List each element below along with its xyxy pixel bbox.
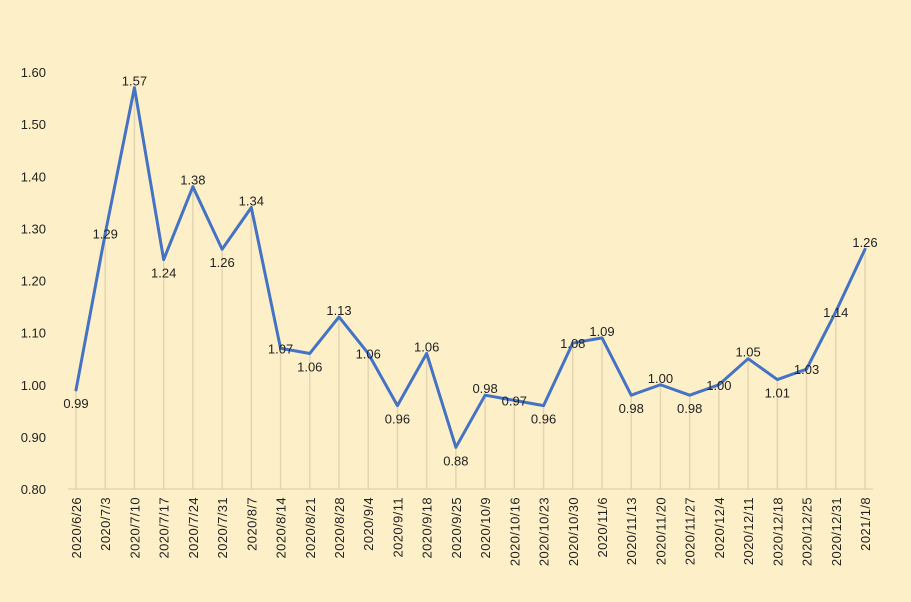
x-tick-label: 2020/10/30 [566, 497, 581, 566]
x-tick-label: 2020/10/23 [537, 497, 552, 566]
x-tick-label: 2020/11/20 [653, 497, 668, 565]
data-label: 1.38 [180, 173, 205, 188]
y-tick-label: 0.90 [21, 430, 46, 445]
x-tick-label: 2020/7/31 [215, 497, 230, 558]
data-label: 0.96 [531, 412, 556, 427]
drop-lines [75, 87, 866, 489]
x-tick-label: 2020/12/31 [829, 497, 844, 566]
x-axis-tick-labels: 2020/6/26 2020/7/3 2020/7/10 2020/7/17 2020/… [69, 497, 873, 566]
data-label: 0.97 [502, 393, 527, 408]
x-tick-label: 2020/12/18 [770, 497, 785, 566]
data-label: 1.00 [706, 378, 731, 393]
data-labels: 0.99 1.29 1.57 1.24 1.38 1.26 1.34 1.07 1.06 1.13… [63, 74, 877, 469]
data-label: 1.29 [93, 227, 118, 242]
y-tick-label: 1.00 [21, 378, 46, 393]
data-label: 0.98 [677, 401, 702, 416]
y-tick-label: 0.80 [21, 482, 46, 497]
data-label: 0.88 [443, 453, 468, 468]
x-tick-label: 2020/12/11 [741, 497, 756, 565]
data-label: 1.06 [297, 359, 322, 374]
x-tick-label: 2020/8/7 [244, 497, 259, 551]
y-tick-label: 1.20 [21, 274, 46, 289]
x-tick-label: 2020/10/9 [478, 497, 493, 558]
x-tick-label: 2020/7/3 [98, 497, 113, 551]
x-tick-label: 2021/1/8 [858, 497, 873, 551]
x-tick-label: 2020/7/17 [157, 497, 172, 558]
x-tick-label: 2020/12/25 [800, 497, 815, 566]
x-tick-label: 2020/11/27 [683, 497, 698, 565]
x-tick-label: 2020/9/4 [361, 497, 376, 551]
y-axis-tick-labels: 0.80 0.90 1.00 1.10 1.20 1.30 1.40 1.50 1.60 [21, 65, 46, 497]
data-label: 1.09 [589, 324, 614, 339]
y-tick-label: 1.60 [21, 65, 46, 80]
y-tick-label: 1.40 [21, 169, 46, 184]
series-line [74, 86, 867, 449]
data-label: 0.99 [63, 396, 88, 411]
data-label: 1.07 [268, 341, 293, 356]
data-label: 1.34 [239, 194, 264, 209]
data-label: 0.98 [472, 381, 497, 396]
data-label: 0.98 [619, 401, 644, 416]
x-tick-label: 2020/11/6 [595, 497, 610, 557]
x-tick-label: 2020/8/14 [274, 497, 289, 558]
x-tick-label: 2020/9/11 [390, 497, 405, 557]
data-label: 1.06 [414, 339, 439, 354]
y-tick-label: 1.10 [21, 326, 46, 341]
x-tick-label: 2020/10/16 [507, 497, 522, 566]
x-tick-label: 2020/8/21 [303, 497, 318, 558]
data-label: 1.03 [794, 362, 819, 377]
data-label: 1.08 [560, 336, 585, 351]
x-tick-label: 2020/11/13 [624, 497, 639, 565]
data-label: 1.00 [648, 371, 673, 386]
data-label: 1.06 [356, 346, 381, 361]
data-label: 1.26 [852, 235, 877, 250]
data-label: 1.01 [765, 386, 790, 401]
data-label: 1.14 [823, 305, 848, 320]
x-tick-label: 2020/7/24 [186, 497, 201, 558]
data-label: 0.96 [385, 412, 410, 427]
data-label: 1.26 [209, 255, 234, 270]
x-tick-label: 2020/7/10 [127, 497, 142, 558]
data-label: 1.13 [326, 303, 351, 318]
data-label: 1.24 [151, 266, 176, 281]
x-tick-label: 2020/9/25 [449, 497, 464, 558]
y-tick-label: 1.30 [21, 221, 46, 236]
x-tick-label: 2020/8/28 [332, 497, 347, 558]
y-tick-label: 1.50 [21, 117, 46, 132]
x-tick-label: 2020/9/18 [420, 497, 435, 558]
data-label: 1.05 [735, 345, 760, 360]
x-tick-label: 2020/12/4 [712, 497, 727, 558]
data-label: 1.57 [122, 74, 147, 89]
x-tick-label: 2020/6/26 [69, 497, 84, 558]
